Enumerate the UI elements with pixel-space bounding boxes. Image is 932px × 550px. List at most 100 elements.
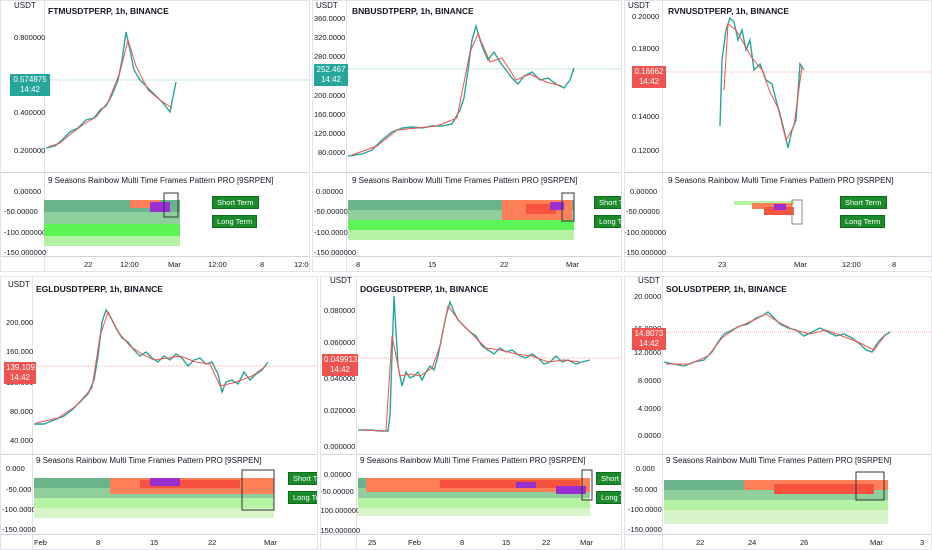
- price-tick: 0.000000: [324, 442, 356, 451]
- chart-panel-egld[interactable]: USDT EGLDUSDTPERP, 1h, BINANCE 200.000 1…: [0, 276, 318, 550]
- x-tick: 22: [208, 538, 217, 547]
- price-tick: 200.0000: [314, 91, 346, 100]
- price-tick: 160.0000: [314, 110, 346, 119]
- rainbow-indicator: [44, 192, 180, 246]
- symbol-title: BNBUSDTPERP, 1h, BINANCE: [352, 6, 474, 16]
- price-tick: 360.0000: [314, 14, 346, 23]
- long-term-legend: Long Term: [840, 215, 886, 228]
- x-tick: 26: [800, 538, 809, 547]
- price-tick: 0.20000: [632, 12, 660, 21]
- symbol-title: SOLUSDTPERP, 1h, BINANCE: [666, 284, 787, 294]
- last-price-tag: 0.16662 14:42: [632, 66, 666, 88]
- chart-panel-bnb[interactable]: USDT BNBUSDTPERP, 1h, BINANCE 360.0000 3…: [312, 0, 622, 272]
- price-tick: 120.0000: [314, 129, 346, 138]
- short-term-legend: Short Term: [594, 196, 622, 209]
- unit-label: USDT: [628, 1, 650, 10]
- rainbow-indicator: [348, 192, 575, 240]
- indicator-title: 9 Seasons Rainbow Multi Time Frames Patt…: [668, 176, 894, 185]
- x-tick: Mar: [870, 538, 883, 547]
- ind-tick: -100.0000: [628, 505, 662, 514]
- long-term-legend: Long Term: [596, 491, 622, 504]
- unit-label: USDT: [14, 1, 36, 10]
- x-tick: 24: [748, 538, 757, 547]
- ind-tick: 0.000: [6, 464, 25, 473]
- price-tick: 4.0000: [638, 404, 661, 413]
- chart-panel-ftm[interactable]: USDT FTMUSDTPERP, 1h, BINANCE 0.800000 0…: [0, 0, 310, 272]
- ind-tick: -100.000000: [320, 506, 361, 515]
- ind-tick: -50.000: [6, 485, 32, 494]
- ind-tick: -100.0000: [2, 505, 36, 514]
- ind-tick: -150.000000: [314, 248, 357, 257]
- short-term-legend: Short Term: [596, 472, 622, 485]
- ind-tick: -100.000000: [624, 228, 667, 237]
- chart-panel-sol[interactable]: USDT SOLUSDTPERP, 1h, BINANCE 20.0000 16…: [624, 276, 932, 550]
- ind-tick: -150.0000: [2, 525, 36, 534]
- x-tick: 22: [500, 260, 509, 269]
- indicator-title: 9 Seasons Rainbow Multi Time Frames Patt…: [352, 176, 578, 185]
- short-term-legend: Short Term: [212, 196, 259, 209]
- x-tick: Mar: [264, 538, 277, 547]
- ind-tick: -50.00000: [320, 487, 354, 496]
- x-tick: 8: [460, 538, 465, 547]
- x-tick: 22: [84, 260, 93, 269]
- ind-tick: 0.00000: [630, 187, 658, 196]
- ind-tick: -50.00000: [314, 207, 348, 216]
- price-tick: 80.0000: [318, 148, 346, 157]
- x-tick: 8: [892, 260, 897, 269]
- price-tick: 0.12000: [632, 146, 660, 155]
- price-tick: 0.400000: [14, 108, 46, 117]
- long-term-legend: Long Term: [594, 215, 622, 228]
- price-chart: [32, 308, 318, 425]
- ind-tick: 0.00000: [316, 187, 344, 196]
- price-tick: 0.0000: [638, 431, 661, 440]
- price-tick: 0.020000: [324, 406, 356, 415]
- price-tick: 0.800000: [14, 33, 46, 42]
- x-tick: 15: [502, 538, 511, 547]
- price-chart: [356, 295, 622, 432]
- short-term-legend: Short Term: [288, 472, 318, 485]
- long-term-legend: Long Term: [212, 215, 258, 228]
- price-tick: 280.0000: [314, 52, 346, 61]
- last-price-tag: 139.109 14:42: [4, 362, 36, 384]
- price-chart: [662, 16, 932, 149]
- ind-tick: -50.000: [632, 485, 658, 494]
- short-term-legend: Short Term: [840, 196, 887, 209]
- x-tick: 12:00: [208, 260, 227, 269]
- price-tick: 0.040000: [324, 374, 356, 383]
- ind-tick: -150.0000: [628, 525, 662, 534]
- rainbow-indicator: [358, 469, 593, 516]
- price-tick: 0.060000: [324, 338, 356, 347]
- rainbow-indicator: [34, 469, 275, 518]
- x-tick: 15: [428, 260, 437, 269]
- x-tick: Mar: [168, 260, 181, 269]
- ind-tick: -100.000000: [314, 228, 357, 237]
- x-tick: 8: [260, 260, 265, 269]
- indicator-title: 9 Seasons Rainbow Multi Time Frames Patt…: [48, 176, 274, 185]
- x-tick: 8: [356, 260, 361, 269]
- chart-panel-rvn[interactable]: USDT RVNUSDTPERP, 1h, BINANCE 0.20000 0.…: [624, 0, 932, 272]
- chart-panel-doge[interactable]: USDT DOGEUSDTPERP, 1h, BINANCE 0.080000 …: [320, 276, 622, 550]
- x-tick: 12:00: [842, 260, 861, 269]
- x-tick: Mar: [580, 538, 593, 547]
- ind-tick: 0.000: [636, 464, 655, 473]
- price-tick: 0.080000: [324, 306, 356, 315]
- ind-tick: -150.000000: [4, 248, 47, 257]
- x-tick: Mar: [566, 260, 579, 269]
- last-price-tag: 0.049913 14:42: [322, 354, 358, 376]
- rainbow-indicator: [664, 471, 888, 524]
- ind-tick: -150.000000: [320, 526, 361, 535]
- x-tick: 3: [920, 538, 925, 547]
- ind-tick: -150.000000: [624, 248, 667, 257]
- last-price-tag: 0.574875 14:42: [10, 74, 50, 96]
- price-tick: 80.000: [10, 407, 33, 416]
- ind-tick: 0.00000: [14, 187, 42, 196]
- price-tick: 20.0000: [634, 292, 662, 301]
- x-tick: 25: [368, 538, 377, 547]
- symbol-title: DOGEUSDTPERP, 1h, BINANCE: [360, 284, 489, 294]
- indicator-title: 9 Seasons Rainbow Multi Time Frames Patt…: [666, 456, 892, 465]
- x-tick: 15: [150, 538, 159, 547]
- indicator-title: 9 Seasons Rainbow Multi Time Frames Patt…: [360, 456, 586, 465]
- price-chart: [44, 31, 310, 149]
- x-tick: 8: [96, 538, 101, 547]
- unit-label: USDT: [8, 280, 30, 289]
